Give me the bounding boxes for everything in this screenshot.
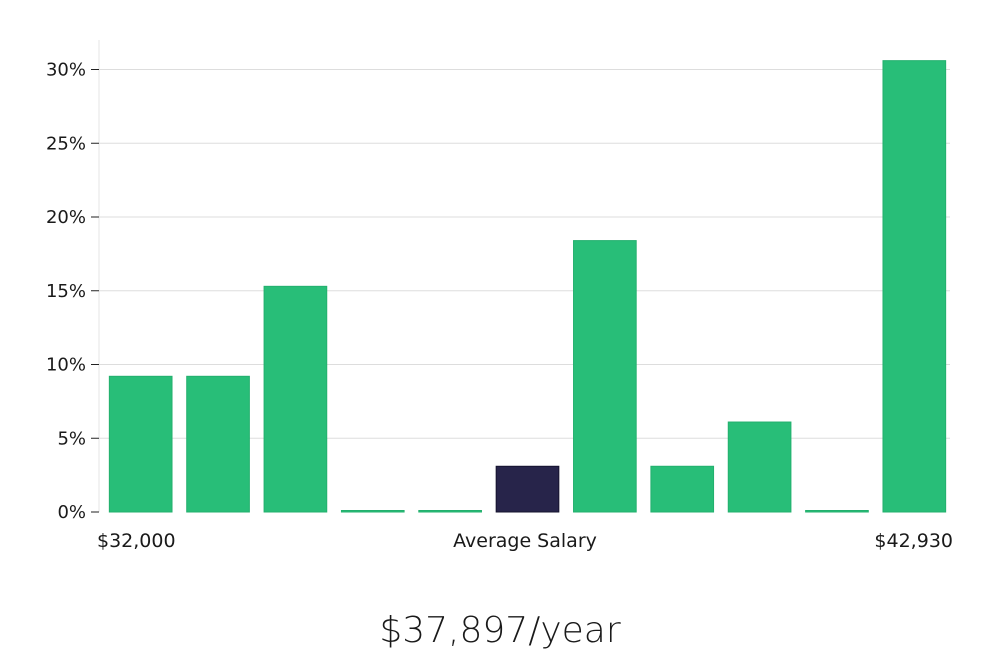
y-tick-label: 20%	[46, 207, 86, 228]
histogram-bar	[805, 510, 869, 513]
y-tick-label: 5%	[57, 428, 86, 449]
x-axis-center-label: Average Salary	[453, 530, 597, 552]
x-axis-max-label: $42,930	[874, 530, 953, 552]
bars	[108, 60, 947, 513]
y-tick-labels: 0% 5% 10% 15% 20% 25% 30%	[46, 60, 99, 523]
histogram-bar	[418, 510, 482, 513]
grid-lines	[99, 69, 950, 439]
y-tick-label: 15%	[46, 281, 86, 302]
average-salary-headline: $37,897/year	[379, 610, 621, 651]
histogram-bar	[727, 421, 792, 513]
x-axis-min-label: $32,000	[97, 530, 176, 552]
y-tick-label: 30%	[46, 60, 86, 81]
histogram-bar	[573, 240, 637, 513]
y-tick-label: 25%	[46, 133, 86, 154]
y-tick-label: 0%	[57, 502, 86, 523]
histogram-bar	[263, 285, 328, 513]
y-tick-label: 10%	[46, 355, 86, 376]
histogram-bar	[340, 510, 405, 513]
histogram-bar	[650, 465, 715, 513]
salary-histogram: 0% 5% 10% 15% 20% 25% 30%	[46, 40, 950, 523]
histogram-bar	[108, 375, 173, 513]
histogram-bar-highlighted	[495, 465, 560, 513]
histogram-bar	[882, 60, 947, 513]
histogram-bar	[186, 375, 250, 513]
